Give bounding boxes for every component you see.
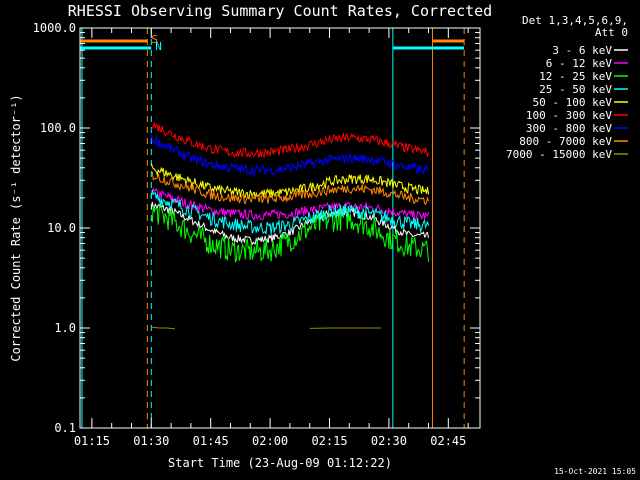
legend-entry-label: 6 - 12 keV	[546, 57, 613, 70]
x-tick-label: 02:30	[371, 434, 407, 448]
series-layer	[150, 121, 429, 330]
saa-flag-label: S	[151, 33, 158, 46]
x-tick-label: 01:45	[193, 434, 229, 448]
legend-entry-label: 7000 - 15000 keV	[506, 148, 612, 161]
x-tick-label: 02:00	[252, 434, 288, 448]
series-line	[150, 134, 429, 177]
x-tick-label: 02:45	[430, 434, 466, 448]
y-tick-label: 1.0	[54, 321, 76, 335]
series-line	[151, 326, 381, 330]
series-line	[151, 121, 429, 159]
y-tick-label: 0.1	[54, 421, 76, 435]
legend-entry-label: 50 - 100 keV	[533, 96, 613, 109]
x-axis: 01:15 01:30 01:45 02:00 02:15 02:30 02:45	[74, 28, 469, 448]
timestamp: 15-Oct-2021 15:05	[554, 467, 636, 476]
legend-entry-label: 3 - 6 keV	[552, 44, 612, 57]
x-tick-label: 01:30	[133, 434, 169, 448]
x-tick-label: 02:15	[311, 434, 347, 448]
chart-title: RHESSI Observing Summary Count Rates, Co…	[68, 2, 492, 20]
legend-header: Det 1,3,4,5,6,9,	[522, 14, 628, 27]
x-tick-label: 01:15	[74, 434, 110, 448]
y-axis: 0.1 1.0 10.0 100.0 1000.0	[33, 21, 480, 435]
legend-header: Att 0	[595, 26, 628, 39]
legend-entry-label: 300 - 800 keV	[526, 122, 612, 135]
series-line	[150, 187, 429, 222]
legend-entry-label: 100 - 300 keV	[526, 109, 612, 122]
y-tick-label: 1000.0	[33, 21, 76, 35]
legend-entry-label: 12 - 25 keV	[539, 70, 612, 83]
y-tick-label: 100.0	[40, 121, 76, 135]
night-flag-label: N	[155, 40, 162, 53]
series-line	[150, 203, 429, 263]
y-tick-label: 10.0	[47, 221, 76, 235]
legend-entry-label: 800 - 7000 keV	[519, 135, 612, 148]
x-axis-label: Start Time (23-Aug-09 01:12:22)	[168, 456, 392, 470]
legend-entry-label: 25 - 50 keV	[539, 83, 612, 96]
series-line	[150, 189, 429, 235]
y-axis-label: Corrected Count Rate (s⁻¹ detector⁻¹)	[9, 94, 23, 361]
observing-flags: SN	[80, 28, 465, 428]
series-line	[151, 171, 429, 206]
